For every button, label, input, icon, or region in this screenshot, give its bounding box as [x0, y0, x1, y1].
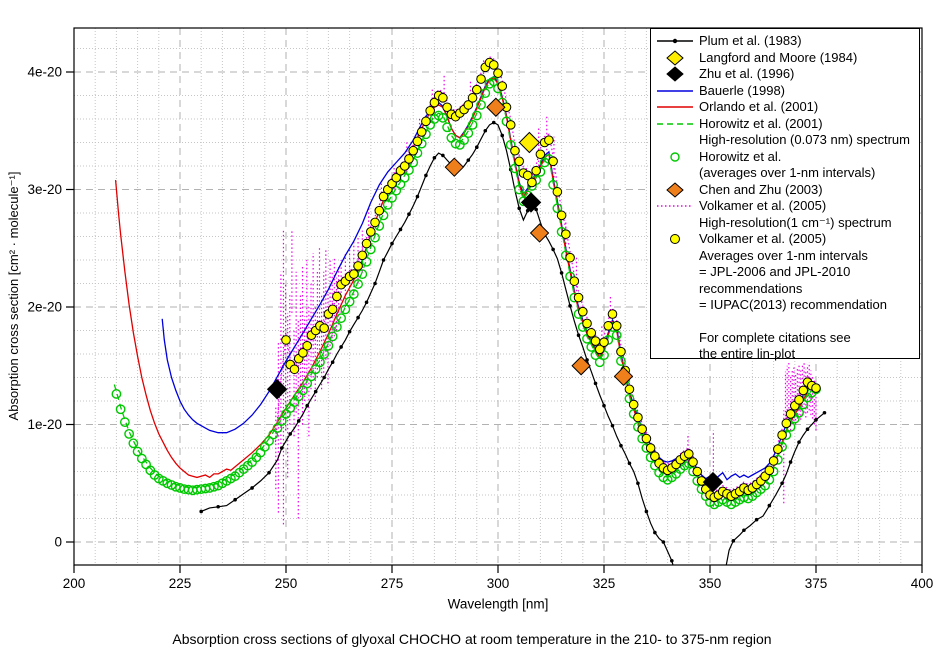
- legend-label-line: Volkamer et al. (2005): [699, 231, 827, 246]
- legend-spacer: [655, 330, 695, 346]
- legend-dashed-line-icon: [657, 122, 693, 125]
- legend-label-line: Averages over 1-nm intervals: [699, 247, 868, 263]
- legend-diamond-icon: [666, 182, 684, 198]
- legend-label-line: Horowitz et al.: [699, 148, 782, 164]
- x-tick-label: 325: [593, 576, 616, 591]
- x-tick-label: 225: [169, 576, 192, 591]
- series-zhu: [266, 192, 724, 493]
- legend-swatch: [651, 116, 699, 133]
- legend-label: Chen and Zhu (2003): [699, 182, 823, 199]
- series-volkamer_avg: [281, 57, 821, 503]
- legend-diamond-icon: [666, 50, 684, 66]
- legend-label-line: High-resolution(1 cm⁻¹) spectrum: [699, 214, 892, 230]
- series-horowitz_hr: [113, 78, 817, 503]
- legend-label-line: Bauerle (1998): [699, 82, 785, 98]
- legend-item: For complete citations see the entire lin…: [651, 330, 919, 363]
- legend-label-line: Zhu et al. (1996): [699, 66, 795, 81]
- legend-swatch: [651, 33, 699, 50]
- y-tick-label: 3e-20: [27, 182, 62, 197]
- legend-item: Orlando et al. (2001): [651, 99, 919, 116]
- y-tick-label: 4e-20: [27, 65, 62, 80]
- legend-label: Volkamer et al. (2005) High-resolution(1 …: [699, 198, 892, 231]
- plot-series: [111, 55, 827, 565]
- legend-label-line: For complete citations see: [699, 329, 851, 345]
- legend-label-line: = JPL-2006 and JPL-2010: [699, 264, 851, 279]
- legend-box: Plum et al. (1983) Langford and Moore (19…: [650, 28, 920, 361]
- series-chen: [444, 97, 634, 387]
- legend-swatch: [651, 198, 699, 215]
- legend-swatch: [651, 50, 699, 67]
- legend-label-line: = IUPAC(2013) recommendation: [699, 297, 887, 312]
- legend-label: Zhu et al. (1996): [699, 66, 794, 83]
- legend-label-line: the entire lin-plot: [699, 346, 796, 361]
- legend-label: Orlando et al. (2001): [699, 99, 818, 116]
- x-tick-label: 250: [275, 576, 298, 591]
- y-tick-label: 1e-20: [27, 417, 62, 432]
- legend-label: Langford and Moore (1984): [699, 50, 857, 67]
- legend-label-line: Chen and Zhu (2003): [699, 181, 823, 197]
- legend-item: Volkamer et al. (2005) Averages over 1-nm…: [651, 231, 919, 314]
- legend-swatch: [651, 149, 699, 166]
- x-tick-label: 300: [487, 576, 510, 591]
- legend-label: Plum et al. (1983): [699, 33, 802, 50]
- y-tick-label: 2e-20: [27, 300, 62, 315]
- legend-filled-circle-icon: [670, 234, 680, 245]
- legend-swatch: [651, 330, 699, 347]
- legend-label: Bauerle (1998): [699, 83, 785, 100]
- legend-label: Horowitz et al. (averages over 1-nm inter…: [699, 149, 875, 182]
- x-tick-label: 275: [381, 576, 404, 591]
- absorption-spectrum-chart: 200 225 250 275 300 325 350 375 400 0 1e-20 2e-20 3e…: [27, 27, 934, 591]
- x-axis-title: Wavelength [nm]: [447, 596, 549, 612]
- legend-swatch: [651, 99, 699, 116]
- legend-line-icon: [657, 89, 693, 92]
- legend-label-line: Langford and Moore (1984): [699, 49, 858, 65]
- legend-item: Zhu et al. (1996): [651, 66, 919, 83]
- legend-label: Volkamer et al. (2005) Averages over 1-nm…: [699, 231, 887, 314]
- legend-label-line: recommendations: [699, 280, 803, 296]
- legend-line-dot-icon: [657, 39, 693, 44]
- legend-item: Horowitz et al. (2001) High-resolution (0…: [651, 116, 919, 149]
- legend-open-circle-icon: [670, 152, 680, 162]
- figure-caption: Absorption cross sections of glyoxal CHO…: [172, 631, 772, 647]
- legend-item: Langford and Moore (1984): [651, 50, 919, 67]
- legend-item: Chen and Zhu (2003): [651, 182, 919, 199]
- legend-swatch: [651, 83, 699, 100]
- legend-item: Plum et al. (1983): [651, 33, 919, 50]
- legend-diamond-icon: [666, 66, 684, 82]
- legend-label-line: (averages over 1-nm intervals): [699, 165, 876, 180]
- legend-label-line: High-resolution (0.073 nm) spectrum: [699, 132, 910, 147]
- legend-label-line: Volkamer et al. (2005): [699, 198, 827, 213]
- legend-dotted-line-icon: [657, 205, 693, 207]
- axes: 200 225 250 275 300 325 350 375 400 0 1e-20 2e-20 3e…: [27, 27, 934, 591]
- x-tick-label: 400: [911, 576, 934, 591]
- legend-swatch: [651, 66, 699, 83]
- legend-swatch: [651, 182, 699, 199]
- legend-label-line: Plum et al. (1983): [699, 33, 802, 48]
- x-tick-label: 200: [63, 576, 86, 591]
- series-langford: [518, 131, 541, 154]
- x-tick-label: 350: [699, 576, 722, 591]
- legend-label-line: Horowitz et al. (2001): [699, 115, 823, 131]
- x-tick-label: 375: [805, 576, 828, 591]
- legend-swatch: [651, 231, 699, 248]
- legend-line-icon: [657, 106, 693, 109]
- legend-label-line: Orlando et al. (2001): [699, 99, 819, 114]
- legend-label: For complete citations see the entire lin…: [699, 330, 851, 363]
- y-tick-label: 0: [54, 535, 62, 550]
- legend-label: Horowitz et al. (2001) High-resolution (0…: [699, 116, 910, 149]
- legend-item: Volkamer et al. (2005) High-resolution(1 …: [651, 198, 919, 231]
- legend-item: Horowitz et al. (averages over 1-nm inter…: [651, 149, 919, 182]
- y-axis-title: Absorption cross section [cm² · molecule…: [6, 171, 21, 421]
- legend-item: Bauerle (1998): [651, 83, 919, 100]
